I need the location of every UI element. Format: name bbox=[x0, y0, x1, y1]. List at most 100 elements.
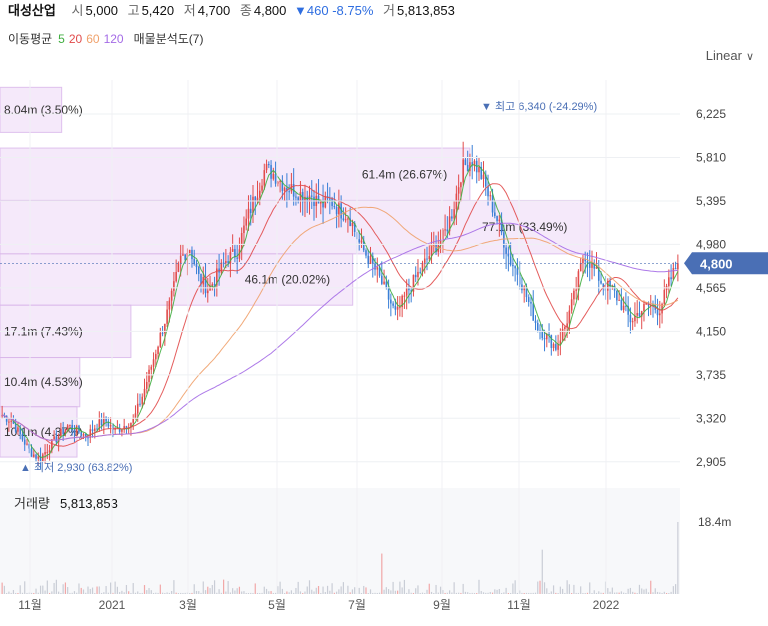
volume-bar bbox=[453, 582, 455, 594]
volume-bar bbox=[460, 592, 462, 594]
price-axis: 6,225 5,810 5,395 4,980 4,565 4,150 3,735 3,320… bbox=[0, 107, 768, 469]
ma20-label[interactable]: 20 bbox=[68, 32, 83, 46]
candle-body bbox=[412, 274, 415, 292]
volume-bar bbox=[42, 585, 44, 594]
price-tick-label: 3,735 bbox=[696, 368, 726, 382]
candle-body bbox=[19, 427, 22, 435]
volume-bar bbox=[256, 592, 259, 594]
ma120-label[interactable]: 120 bbox=[103, 32, 124, 46]
volume-bar bbox=[304, 591, 306, 594]
volume-bar bbox=[577, 592, 580, 594]
volume-bar bbox=[302, 592, 304, 594]
volume-bar bbox=[638, 584, 641, 594]
volume-bar bbox=[345, 592, 347, 594]
volume-bar bbox=[600, 592, 602, 594]
volume-profile-toggle[interactable]: 매물분석도(7) bbox=[133, 32, 204, 46]
low-marker-label: ▲ 최저 2,930 (63.82%) bbox=[20, 461, 132, 474]
candle-body bbox=[597, 266, 600, 281]
candle-body bbox=[588, 263, 591, 268]
candle-body bbox=[658, 313, 661, 316]
candle-body bbox=[428, 256, 431, 259]
volume-bar bbox=[634, 592, 636, 594]
volume-bar bbox=[397, 590, 399, 594]
candle-body bbox=[161, 332, 164, 334]
volume-bar bbox=[342, 582, 344, 594]
close-value: 4,800 bbox=[253, 3, 287, 18]
volume-bar bbox=[213, 580, 216, 594]
volume-bar bbox=[189, 592, 191, 594]
volume-bar bbox=[139, 593, 141, 594]
candle-body bbox=[518, 274, 521, 285]
volume-bar bbox=[58, 591, 60, 594]
candle-body bbox=[112, 425, 114, 430]
candle-body bbox=[145, 381, 148, 389]
volume-bar bbox=[195, 590, 198, 594]
volume-bar bbox=[354, 587, 356, 594]
extreme-markers: ▼ 최고 6,340 (-24.29%) ▲ 최저 2,930 (63.82%) bbox=[20, 100, 597, 474]
candle-body bbox=[512, 264, 514, 267]
volume-bar bbox=[449, 590, 451, 594]
volume-bar bbox=[546, 588, 548, 594]
current-price-label: 4,800 bbox=[700, 256, 733, 271]
candle-body bbox=[559, 340, 562, 345]
candle-body bbox=[408, 288, 410, 291]
volume-bar bbox=[580, 586, 582, 594]
candle-body bbox=[532, 303, 535, 321]
volume-bar bbox=[654, 588, 656, 594]
candle-body bbox=[462, 159, 464, 183]
candle-body bbox=[175, 271, 177, 282]
candle-body bbox=[403, 295, 406, 297]
candle-body bbox=[421, 262, 424, 272]
candle-body bbox=[482, 174, 485, 180]
candle-body bbox=[335, 206, 338, 215]
candle-body bbox=[98, 419, 101, 430]
volume-bar bbox=[412, 592, 415, 594]
volume-bar bbox=[428, 583, 430, 594]
candle-body bbox=[548, 334, 550, 336]
candle-body bbox=[157, 346, 159, 354]
time-tick-label: 11월 bbox=[18, 598, 42, 612]
candle-body bbox=[134, 413, 137, 419]
candle-body bbox=[141, 396, 144, 405]
candle-body bbox=[256, 197, 259, 202]
scale-selector[interactable]: Linear ∨ bbox=[706, 48, 754, 63]
volume-bar bbox=[128, 591, 130, 594]
volume-bar bbox=[171, 590, 173, 594]
moving-average-legend[interactable]: 이동평균 5 20 60 120 매물분석도(7) bbox=[8, 30, 209, 47]
candle-body bbox=[265, 164, 268, 171]
candle-body bbox=[66, 425, 69, 430]
volume-bar bbox=[516, 592, 519, 594]
candle-body bbox=[582, 258, 584, 264]
candle-body bbox=[308, 195, 311, 202]
candle-body bbox=[523, 286, 525, 291]
candle-body bbox=[270, 165, 272, 179]
volume-bar bbox=[44, 590, 46, 594]
volume-bar bbox=[17, 592, 19, 594]
candle-body bbox=[125, 426, 128, 429]
volume-bar bbox=[602, 592, 604, 594]
volume-bar bbox=[392, 581, 394, 594]
volume-bar bbox=[498, 588, 500, 594]
volume-bar bbox=[232, 588, 234, 594]
volume-bar bbox=[478, 579, 480, 594]
candle-body bbox=[87, 437, 89, 439]
price-tick-label: 5,395 bbox=[696, 194, 726, 208]
volume-bar bbox=[91, 587, 94, 594]
candle-body bbox=[159, 332, 162, 347]
candle-body bbox=[164, 323, 166, 334]
ma5-label[interactable]: 5 bbox=[58, 32, 65, 46]
volume-bar bbox=[229, 592, 231, 594]
volume-bar bbox=[19, 585, 21, 594]
volume-bar bbox=[656, 591, 659, 594]
volume-bar bbox=[46, 580, 48, 594]
candle-body bbox=[643, 303, 645, 312]
candle-body bbox=[584, 258, 587, 262]
ma60-label[interactable]: 60 bbox=[86, 32, 100, 46]
volume-bar bbox=[643, 589, 645, 594]
volume-bar bbox=[89, 588, 91, 594]
candle-body bbox=[53, 436, 55, 440]
volume-bar bbox=[661, 592, 663, 594]
candle-body bbox=[121, 429, 123, 432]
volume-bar bbox=[3, 585, 5, 594]
